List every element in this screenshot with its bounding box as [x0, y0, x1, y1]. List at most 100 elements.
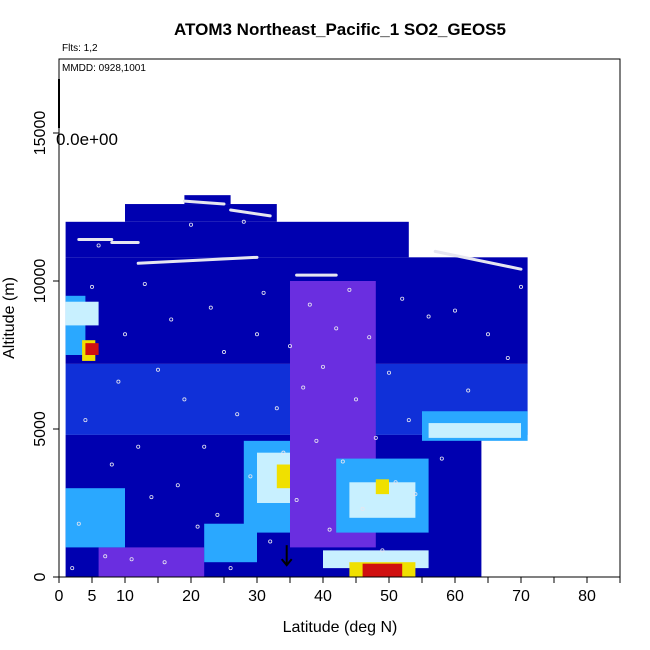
x-tick-label-0: 0 — [55, 588, 64, 605]
x-tick-label-70: 70 — [512, 588, 530, 605]
x-tick-label-80: 80 — [578, 588, 596, 605]
marker-arrow-head — [280, 558, 293, 567]
flight-point-49 — [393, 480, 398, 485]
flight-point-11 — [142, 281, 147, 286]
flights-annotation: Flts: 1,2 — [62, 43, 98, 54]
y-axis-label: Altitude (m) — [1, 277, 18, 359]
flight-point-56 — [466, 388, 471, 393]
flight-point-6 — [109, 462, 114, 467]
x-tick-label-20: 20 — [182, 588, 200, 605]
flight-point-48 — [386, 370, 391, 375]
flight-point-40 — [334, 326, 339, 331]
flight-point-1 — [76, 521, 81, 526]
flight-point-37 — [314, 438, 319, 443]
flight-point-36 — [307, 302, 312, 307]
flight-point-59 — [519, 284, 524, 289]
flight-tracks — [77, 199, 523, 277]
flight-track-4 — [229, 208, 272, 218]
flight-track-3 — [182, 199, 226, 206]
flight-point-5 — [103, 554, 108, 559]
heatmap-cell-12 — [276, 464, 290, 489]
flight-point-41 — [340, 459, 345, 464]
flight-track-5 — [433, 249, 523, 271]
x-tick-label-50: 50 — [380, 588, 398, 605]
colorbar-value-label: 0.0e+00 — [56, 130, 118, 149]
marker-arrow — [280, 545, 293, 567]
heatmap-cell-9 — [85, 343, 99, 355]
flight-points — [70, 219, 524, 571]
flight-point-15 — [169, 317, 174, 322]
flight-point-12 — [149, 495, 154, 500]
flight-point-55 — [452, 308, 457, 313]
flight-point-38 — [320, 364, 325, 369]
x-tick-label-60: 60 — [446, 588, 464, 605]
flight-point-25 — [235, 412, 240, 417]
flight-point-28 — [254, 332, 259, 337]
flight-point-51 — [406, 418, 411, 423]
flight-point-18 — [188, 222, 193, 227]
flight-point-54 — [439, 456, 444, 461]
flight-point-50 — [400, 296, 405, 301]
flight-point-0 — [70, 566, 75, 571]
flight-point-47 — [380, 548, 385, 553]
heatmap-cell-23 — [65, 488, 125, 548]
flight-point-42 — [347, 287, 352, 292]
heatmap-cell-4 — [184, 195, 231, 205]
flight-point-57 — [485, 332, 490, 337]
flight-point-44 — [360, 506, 365, 511]
flight-point-27 — [248, 474, 253, 479]
flight-point-29 — [261, 290, 266, 295]
flight-point-31 — [274, 406, 279, 411]
x-axis-label: Latitude (deg N) — [283, 619, 398, 636]
flight-point-20 — [202, 444, 207, 449]
flight-point-17 — [182, 397, 187, 402]
flight-point-14 — [162, 560, 167, 565]
flight-point-45 — [367, 335, 372, 340]
flight-point-10 — [136, 444, 141, 449]
heatmap-cell-22 — [362, 563, 403, 577]
flight-point-35 — [301, 385, 306, 390]
heatmap-cell-18 — [428, 423, 521, 438]
x-tick-label-10: 10 — [116, 588, 134, 605]
y-tick-label-15000: 15000 — [32, 111, 49, 156]
flight-point-52 — [413, 492, 418, 497]
flight-point-21 — [208, 305, 213, 310]
y-tick-label-0: 0 — [32, 572, 49, 581]
flight-point-16 — [175, 483, 180, 488]
y-tick-label-10000: 10000 — [32, 259, 49, 304]
flight-point-4 — [96, 243, 101, 248]
heatmap-cell-7 — [65, 301, 99, 326]
flight-point-39 — [327, 527, 332, 532]
x-tick-label-5: 5 — [88, 588, 97, 605]
heatmap-cell-2 — [65, 221, 409, 258]
flight-point-7 — [116, 379, 121, 384]
flight-point-43 — [353, 397, 358, 402]
x-tick-label-30: 30 — [248, 588, 266, 605]
flight-track-2 — [136, 255, 259, 265]
flight-point-13 — [155, 367, 160, 372]
y-axis: 0 5000 10000 15000 — [32, 111, 59, 581]
heatmap-regions — [65, 195, 528, 577]
flight-point-8 — [123, 332, 128, 337]
plot-frame — [58, 58, 621, 578]
flight-point-19 — [195, 524, 200, 529]
flight-point-32 — [281, 450, 286, 455]
heatmap-cell-19 — [98, 547, 205, 577]
flight-point-53 — [426, 314, 431, 319]
dates-annotation: MMDD: 0928,1001 — [62, 63, 146, 74]
flight-point-26 — [241, 219, 246, 224]
flight-point-58 — [505, 355, 510, 360]
flight-point-24 — [228, 566, 233, 571]
flight-point-34 — [294, 498, 299, 503]
x-axis: 0 5 10 20 30 40 50 60 70 80 — [55, 577, 621, 605]
flight-point-33 — [287, 344, 292, 349]
heatmap-cell-16 — [375, 479, 389, 495]
flight-point-9 — [129, 557, 134, 562]
flight-point-2 — [83, 418, 88, 423]
flight-point-46 — [373, 435, 378, 440]
flight-point-3 — [90, 284, 95, 289]
flight-point-30 — [268, 539, 273, 544]
chart-title: ATOM3 Northeast_Pacific_1 SO2_GEOS5 — [174, 20, 506, 39]
y-tick-label-5000: 5000 — [32, 411, 49, 447]
flight-point-22 — [215, 512, 220, 517]
